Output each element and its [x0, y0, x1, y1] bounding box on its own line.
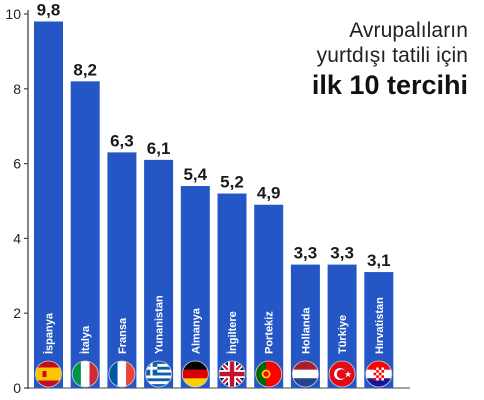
bars: 9,8 İspanya 8,2 İtalya 6,3 Fransa 6,1 Yunanista… [34, 0, 394, 388]
bar [107, 152, 137, 388]
category-label: İspanya [43, 312, 56, 354]
category-label: Almanya [190, 307, 202, 354]
bar-value-label: 3,1 [367, 251, 391, 270]
bar-value-label: 9,8 [37, 0, 61, 19]
bar-value-label: 3,3 [294, 244, 318, 263]
flags [35, 360, 393, 388]
y-tick-label: 6 [13, 156, 21, 172]
category-label: Fransa [117, 317, 129, 354]
bar-value-label: 8,2 [73, 60, 97, 79]
gr-flag-icon [145, 361, 172, 387]
de-flag-icon [182, 361, 209, 387]
es-flag-icon [35, 361, 62, 387]
y-tick-label: 8 [13, 81, 21, 97]
y-tick-label: 10 [5, 6, 21, 22]
bar-value-label: 6,3 [110, 131, 134, 150]
tr-flag-icon [329, 361, 356, 387]
y-tick-label: 4 [13, 230, 21, 246]
title-line-2: yurtdışı tatili için [316, 44, 468, 68]
category-label: Portekiz [264, 311, 276, 354]
bar-value-label: 5,2 [220, 173, 244, 192]
bar [70, 81, 100, 388]
bar-value-label: 5,4 [183, 165, 207, 184]
it-flag-icon [72, 361, 99, 387]
category-label: Yunanistan [154, 295, 166, 354]
title-line-1: Avrupalıların [349, 19, 468, 42]
nl-flag-icon [292, 361, 319, 387]
category-label: Hollanda [300, 307, 312, 354]
category-label: Hırvatistan [374, 297, 386, 354]
category-label: Türkiye [337, 315, 349, 354]
category-label: İngiltere [226, 311, 239, 354]
bar-value-label: 4,9 [257, 184, 281, 203]
bar-value-label: 3,3 [330, 244, 354, 263]
y-tick-label: 2 [13, 305, 21, 321]
y-tick-label: 0 [13, 380, 21, 396]
pt-flag-icon [255, 361, 282, 387]
gb-flag-icon [219, 361, 245, 387]
hr-flag-icon [365, 361, 392, 387]
bar [254, 204, 284, 388]
bar [180, 186, 210, 388]
category-label: İtalya [79, 325, 92, 354]
chart-title: Avrupalıların yurtdışı tatili için ilk 1… [312, 18, 468, 102]
bar [217, 193, 247, 388]
bar [34, 21, 63, 388]
bar-value-label: 6,1 [147, 139, 171, 158]
bar [144, 159, 174, 388]
title-line-3: ilk 10 tercihi [311, 70, 468, 101]
fr-flag-icon [108, 361, 135, 387]
